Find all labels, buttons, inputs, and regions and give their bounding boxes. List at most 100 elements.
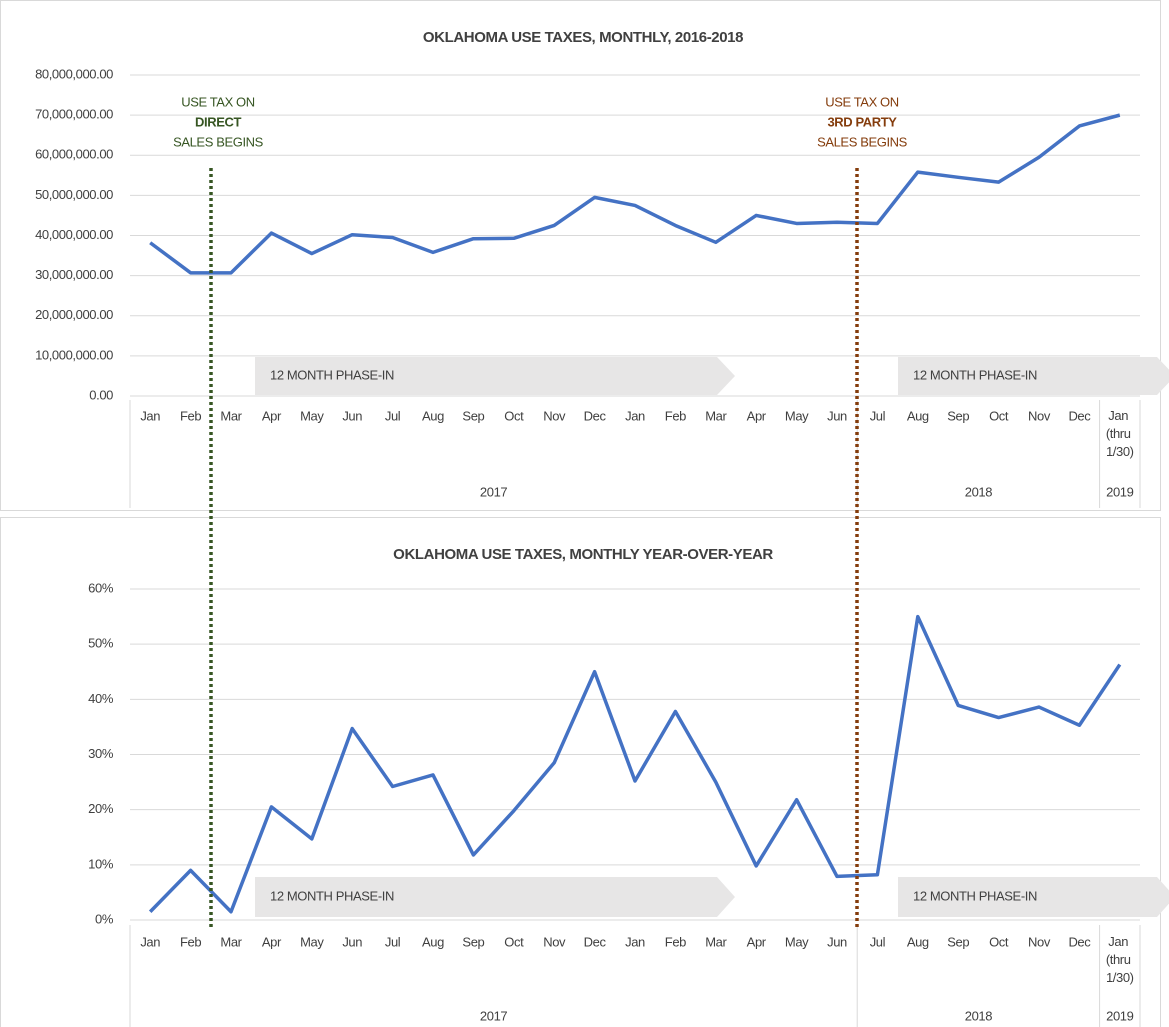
x-tick-label: Feb <box>665 408 686 423</box>
x-tick-label: Sep <box>462 408 484 423</box>
x-tick-label: Jun <box>342 408 362 423</box>
x-tick-label: Jan (thru 1/30) <box>1106 934 1134 985</box>
x-tick-label: Jun <box>827 408 847 423</box>
annotation: SALES BEGINS <box>817 134 908 149</box>
x-tick-label: Nov <box>1028 408 1051 423</box>
x-tick-label: Jan (thru 1/30) <box>1106 408 1134 459</box>
annotation: DIRECT <box>195 114 241 129</box>
x-tick-label: May <box>785 408 809 423</box>
x-tick-label: Jan <box>625 408 645 423</box>
group-label: 2019 <box>1106 484 1133 499</box>
y-tick-label: 50,000,000.00 <box>35 187 113 202</box>
y-tick-label: 10% <box>88 856 114 871</box>
y-tick-label: 10,000,000.00 <box>35 347 113 362</box>
x-tick-label: Aug <box>907 934 929 949</box>
x-tick-label: May <box>785 934 809 949</box>
group-label: 2018 <box>965 1008 992 1023</box>
y-tick-label: 20% <box>88 801 114 816</box>
x-tick-label: Apr <box>747 934 767 949</box>
x-tick-label: Dec <box>1068 408 1091 423</box>
x-tick-label: Apr <box>747 408 767 423</box>
data-line <box>148 614 1122 914</box>
x-tick-label-line: (thru <box>1106 426 1134 441</box>
y-tick-label: 60% <box>88 580 114 595</box>
y-tick-label: 70,000,000.00 <box>35 107 113 122</box>
x-tick-label-line: Jan <box>1108 934 1131 949</box>
x-tick-label: Jan <box>625 934 645 949</box>
x-tick-label: Aug <box>907 408 929 423</box>
x-tick-label: Mar <box>220 408 242 423</box>
x-tick-label: Mar <box>705 408 727 423</box>
x-tick-label: Aug <box>422 934 444 949</box>
group-label: 2017 <box>480 1008 507 1023</box>
phase-in-arrow <box>255 877 735 917</box>
x-tick-label-line: 1/30) <box>1106 970 1134 985</box>
x-tick-label: Apr <box>262 934 282 949</box>
x-tick-label: Jul <box>385 934 401 949</box>
x-tick-label: May <box>300 408 324 423</box>
x-tick-label: Aug <box>422 408 444 423</box>
x-tick-label: Jul <box>870 934 886 949</box>
phase-in-label: 12 MONTH PHASE-IN <box>270 888 394 903</box>
x-tick-label: Dec <box>1068 934 1091 949</box>
y-tick-label: 40% <box>88 691 114 706</box>
x-tick-label: Sep <box>947 934 969 949</box>
x-tick-label: Feb <box>665 934 686 949</box>
phase-in-label: 12 MONTH PHASE-IN <box>913 888 1037 903</box>
y-tick-label: 30% <box>88 746 114 761</box>
x-tick-label: Nov <box>543 408 566 423</box>
phase-in-arrow <box>898 877 1169 917</box>
x-tick-label: Oct <box>989 408 1009 423</box>
y-tick-label: 60,000,000.00 <box>35 147 113 162</box>
annotation: USE TAX ON <box>181 94 255 109</box>
annotation: USE TAX ON <box>825 94 899 109</box>
x-tick-label: Jun <box>342 934 362 949</box>
x-tick-label: Jun <box>827 934 847 949</box>
y-tick-label: 80,000,000.00 <box>35 66 113 81</box>
x-tick-label: Feb <box>180 934 201 949</box>
annotation: SALES BEGINS <box>173 134 264 149</box>
x-tick-label: Jul <box>385 408 401 423</box>
y-tick-label: 50% <box>88 636 114 651</box>
y-tick-label: 40,000,000.00 <box>35 227 113 242</box>
x-tick-label: Oct <box>504 408 524 423</box>
chart-frame <box>0 0 1161 511</box>
x-tick-label: Jan <box>140 408 160 423</box>
phase-in-label: 12 MONTH PHASE-IN <box>913 367 1037 382</box>
x-tick-label: Sep <box>947 408 969 423</box>
x-tick-label: Nov <box>543 934 566 949</box>
x-tick-label: Oct <box>504 934 524 949</box>
group-label: 2017 <box>480 484 507 499</box>
x-tick-label: Mar <box>220 934 242 949</box>
annotation: 3RD PARTY <box>827 114 897 129</box>
y-tick-label: 20,000,000.00 <box>35 307 113 322</box>
x-tick-label: Oct <box>989 934 1009 949</box>
x-tick-label: Mar <box>705 934 727 949</box>
x-tick-label: Jul <box>870 408 886 423</box>
x-tick-label: May <box>300 934 324 949</box>
y-tick-label: 30,000,000.00 <box>35 267 113 282</box>
chart-title: OKLAHOMA USE TAXES, MONTHLY YEAR-OVER-YE… <box>393 546 773 563</box>
group-label: 2019 <box>1106 1008 1133 1023</box>
chart-title: OKLAHOMA USE TAXES, MONTHLY, 2016-2018 <box>423 29 743 46</box>
phase-in-label: 12 MONTH PHASE-IN <box>270 367 394 382</box>
group-label: 2018 <box>965 484 992 499</box>
x-tick-label: Sep <box>462 934 484 949</box>
x-tick-label: Dec <box>584 408 607 423</box>
chart-frame <box>0 517 1161 1027</box>
x-tick-label: Nov <box>1028 934 1051 949</box>
phase-in-arrow <box>898 357 1169 395</box>
x-tick-label-line: Jan <box>1108 408 1131 423</box>
x-tick-label-line: 1/30) <box>1106 444 1134 459</box>
x-tick-label: Jan <box>140 934 160 949</box>
data-line <box>149 113 1121 275</box>
x-tick-label: Feb <box>180 408 201 423</box>
y-tick-label: 0.00 <box>89 387 113 402</box>
x-tick-label: Dec <box>584 934 607 949</box>
x-tick-label: Apr <box>262 408 282 423</box>
x-tick-label-line: (thru <box>1106 952 1134 967</box>
y-tick-label: 0% <box>95 911 114 926</box>
phase-in-arrow <box>255 357 735 395</box>
